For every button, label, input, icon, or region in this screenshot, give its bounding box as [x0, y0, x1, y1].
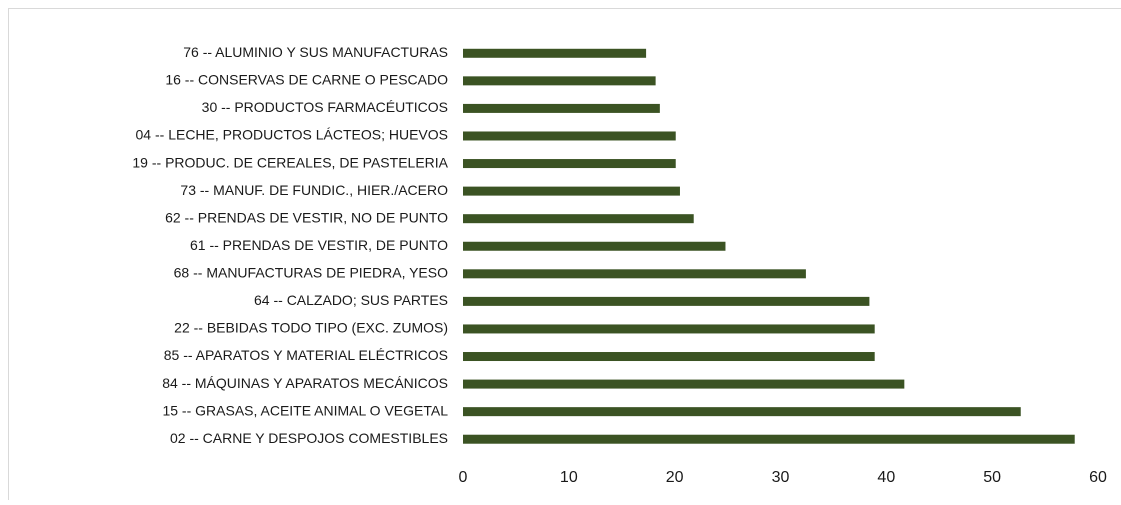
y-tick-label: 85 -- APARATOS Y MATERIAL ELÉCTRICOS — [164, 347, 448, 363]
bar — [463, 104, 660, 113]
y-tick-label: 16 -- CONSERVAS DE CARNE O PESCADO — [165, 72, 448, 88]
y-tick-label: 68 -- MANUFACTURAS DE PIEDRA, YESO — [174, 265, 448, 281]
y-tick-label: 04 -- LECHE, PRODUCTOS LÁCTEOS; HUEVOS — [136, 127, 448, 143]
y-tick-label: 02 -- CARNE Y DESPOJOS COMESTIBLES — [170, 430, 448, 446]
bar — [463, 242, 725, 251]
y-tick-label: 30 -- PRODUCTOS FARMACÉUTICOS — [202, 99, 448, 115]
x-tick-label: 30 — [772, 469, 790, 486]
x-tick-label: 60 — [1089, 469, 1107, 486]
bar — [463, 159, 676, 168]
bar — [463, 214, 694, 223]
x-tick-label: 0 — [459, 469, 468, 486]
bar — [463, 352, 875, 361]
bar — [463, 49, 646, 58]
y-tick-label: 64 -- CALZADO; SUS PARTES — [254, 292, 448, 308]
y-tick-label: 76 -- ALUMINIO Y SUS MANUFACTURAS — [183, 44, 448, 60]
bar — [463, 435, 1075, 444]
y-tick-label: 19 -- PRODUC. DE CEREALES, DE PASTELERIA — [132, 154, 448, 170]
bar — [463, 76, 656, 85]
x-tick-label: 40 — [877, 469, 895, 486]
y-tick-label: 73 -- MANUF. DE FUNDIC., HIER./ACERO — [180, 182, 448, 198]
bar — [463, 380, 904, 389]
bar — [463, 187, 680, 196]
bar — [463, 131, 676, 140]
y-tick-label: 84 -- MÁQUINAS Y APARATOS MECÁNICOS — [162, 375, 448, 391]
bar — [463, 297, 869, 306]
y-tick-label: 62 -- PRENDAS DE VESTIR, NO DE PUNTO — [165, 209, 448, 225]
y-tick-label: 22 -- BEBIDAS TODO TIPO (EXC. ZUMOS) — [174, 320, 448, 336]
x-tick-label: 10 — [560, 469, 578, 486]
x-tick-label: 50 — [983, 469, 1001, 486]
y-tick-label: 15 -- GRASAS, ACEITE ANIMAL O VEGETAL — [162, 402, 448, 418]
x-tick-label: 20 — [666, 469, 684, 486]
bar — [463, 269, 806, 278]
bar — [463, 324, 875, 333]
bar — [463, 407, 1021, 416]
y-tick-label: 61 -- PRENDAS DE VESTIR, DE PUNTO — [190, 237, 448, 253]
